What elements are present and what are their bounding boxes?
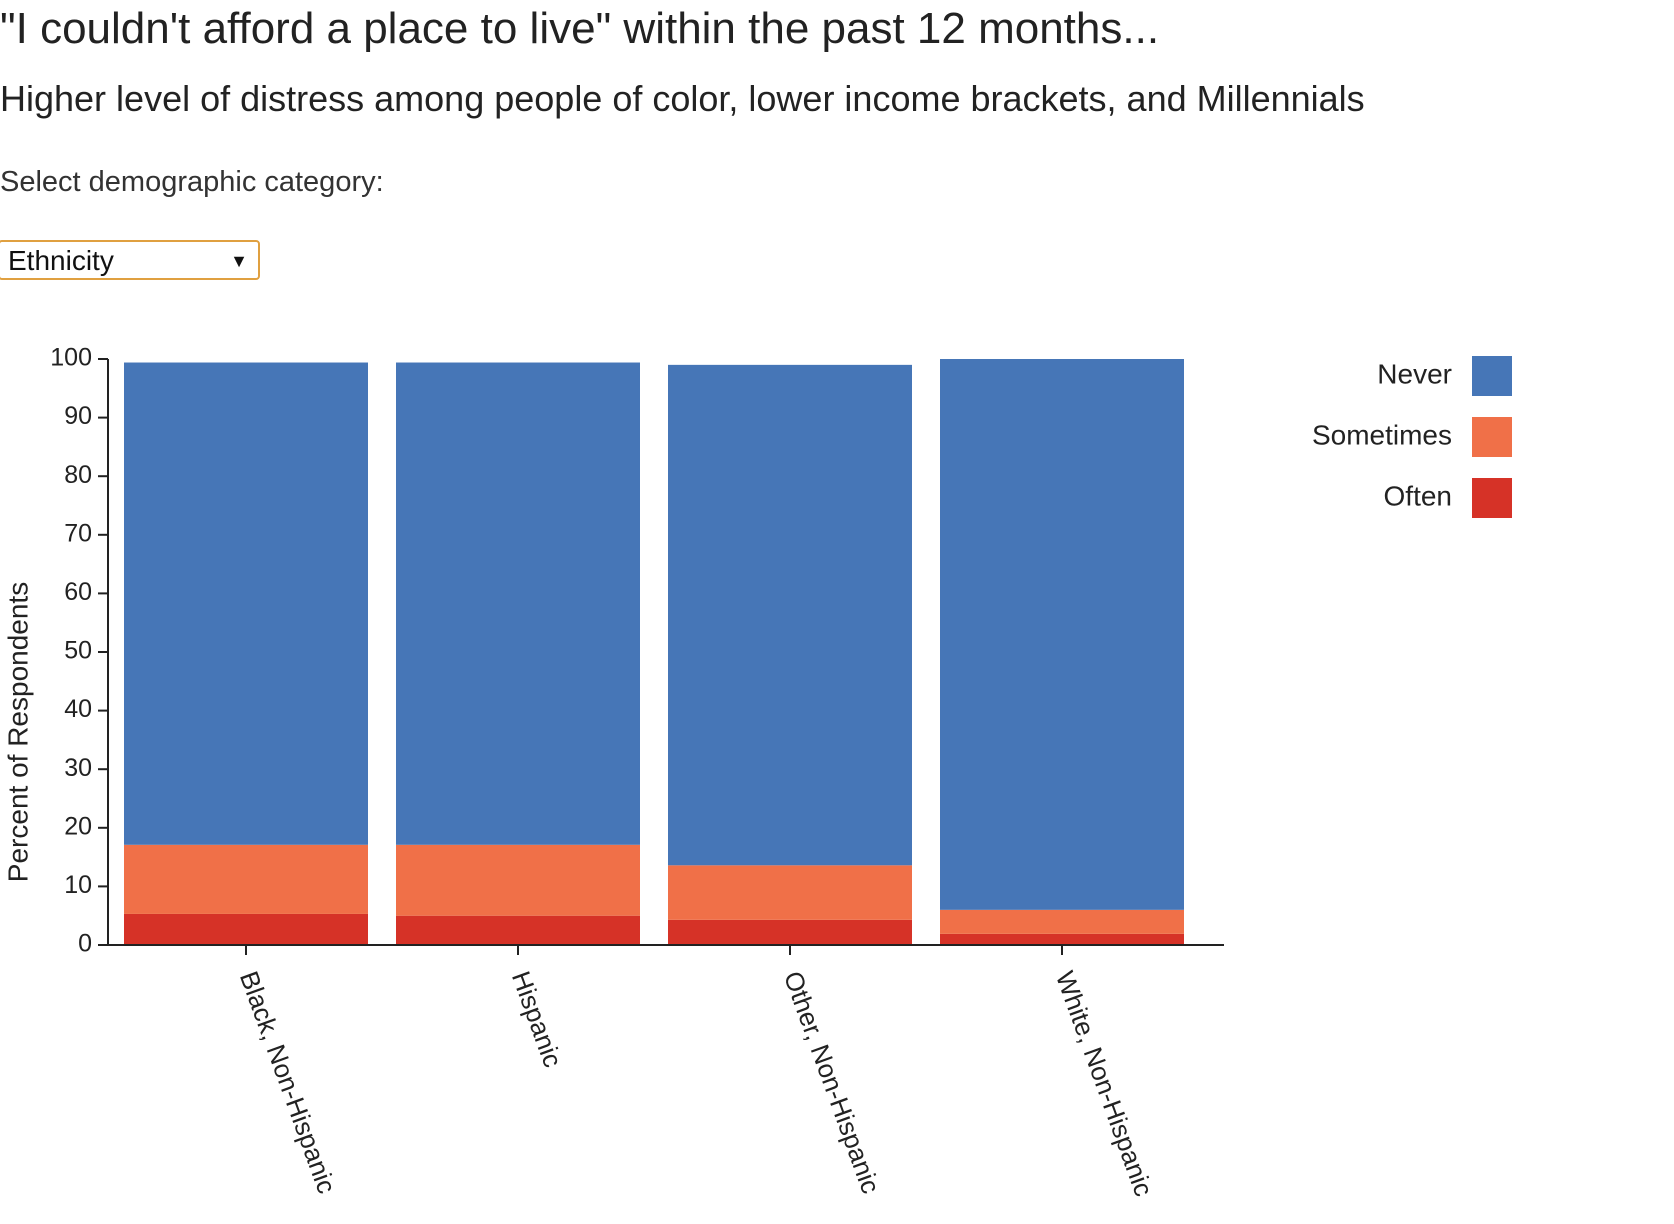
bar-segment-sometimes-white-non-hispanic [940,909,1184,934]
legend-label-sometimes: Sometimes [1312,419,1452,450]
bar-segment-often-other-non-hispanic [668,919,912,945]
bar-segment-sometimes-hispanic [396,844,640,916]
x-tick-label: Hispanic [506,967,568,1071]
y-tick-label: 70 [64,519,92,547]
dropdown-arrow-icon: ▼ [230,251,248,271]
legend-swatch-often [1472,478,1512,518]
bar-segment-never-black-non-hispanic [124,362,368,845]
legend-swatch-sometimes [1472,417,1512,457]
y-tick-label: 60 [64,578,92,606]
y-tick-label: 10 [64,871,92,899]
legend-label-never: Never [1377,358,1452,389]
select-category-label: Select demographic category: [0,166,384,198]
legend-label-often: Often [1384,480,1452,511]
y-tick-label: 90 [64,402,92,430]
bar-segment-never-hispanic [396,362,640,845]
chart-title: "I couldn't afford a place to live" with… [0,4,1160,53]
y-tick-label: 30 [64,754,92,782]
x-tick-label: White, Non-Hispanic [1050,967,1159,1200]
legend-swatch-never [1472,356,1512,396]
bar-segment-often-white-non-hispanic [940,933,1184,945]
y-tick-label: 80 [64,461,92,489]
dropdown-selected-value: Ethnicity [8,245,114,276]
y-axis-label: Percent of Respondents [2,582,33,882]
bar-segment-sometimes-black-non-hispanic [124,844,368,914]
y-tick-label: 20 [64,812,92,840]
y-tick-label: 0 [78,930,92,958]
demographic-category-dropdown[interactable]: Ethnicity ▼ [0,240,260,280]
bar-segment-never-white-non-hispanic [940,359,1184,910]
bar-segment-sometimes-other-non-hispanic [668,865,912,920]
bar-segment-often-black-non-hispanic [124,913,368,945]
x-tick-label: Other, Non-Hispanic [778,967,886,1197]
y-tick-label: 40 [64,695,92,723]
x-tick-label: Black, Non-Hispanic [234,967,342,1197]
chart-subtitle: Higher level of distress among people of… [0,78,1365,119]
bar-segment-often-hispanic [396,915,640,945]
y-tick-label: 50 [64,637,92,665]
y-tick-label: 100 [50,344,92,372]
bar-segment-never-other-non-hispanic [668,364,912,866]
